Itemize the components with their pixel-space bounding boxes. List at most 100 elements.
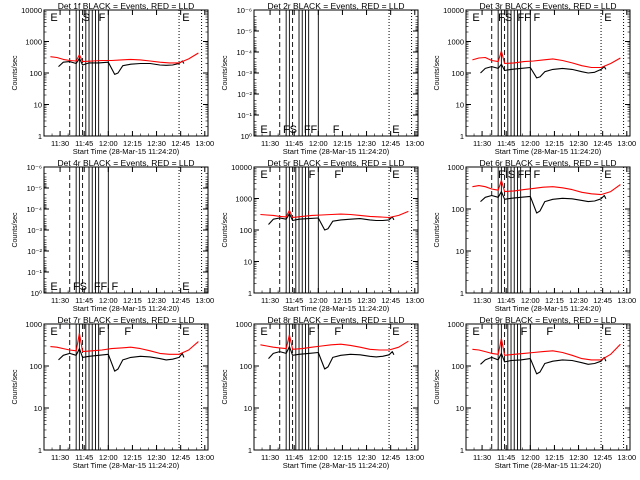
x-tick-label: 12:30 [147, 139, 166, 148]
x-tick-label: 12:00 [99, 296, 118, 305]
y-axis-label: Counts/sec [12, 369, 19, 405]
panel-title: Det 6r BLACK = Events, RED = LLD [479, 158, 616, 168]
x-tick-label: 12:15 [333, 453, 352, 462]
series-lld [50, 332, 199, 355]
event-marker: E [472, 326, 479, 338]
x-tick-label: 12:30 [569, 296, 588, 305]
panel-det-6: Det 6r BLACK = Events, RED = LLD 1 10 100 10… [434, 158, 636, 313]
panel-title: Det 8r BLACK = Events, RED = LLD [267, 315, 404, 325]
event-marker: F [309, 169, 316, 181]
y-axis-label: Counts/sec [222, 55, 229, 91]
x-tick-label: 13:00 [195, 296, 214, 305]
y-axis-label: Counts/sec [222, 212, 229, 248]
x-tick-label: 11:30 [51, 139, 69, 148]
y-tick-label: 10⁻¹ [27, 268, 42, 277]
x-tick-label: 12:30 [357, 139, 376, 148]
x-tick-label: 11:45 [285, 296, 303, 305]
x-tick-label: 13:00 [617, 453, 636, 462]
x-axis-label: Start Time (28-Mar-15 11:24:20) [495, 304, 602, 313]
y-axis-label: Counts/sec [12, 55, 19, 91]
panel-det-8: Det 8r BLACK = Events, RED = LLD 1 10 100 10… [222, 315, 424, 470]
x-tick-label: 11:30 [473, 453, 491, 462]
y-tick-label: 10⁻² [27, 247, 42, 256]
x-tick-label: 13:00 [405, 139, 424, 148]
x-axis-label: Start Time (28-Mar-15 11:24:20) [495, 461, 602, 470]
plot-frame [43, 166, 209, 294]
y-tick-label: 10⁻¹ [237, 111, 252, 120]
event-marker: E [182, 326, 189, 338]
panel-det-7: Det 7r BLACK = Events, RED = LLD 1 10 100 10… [12, 315, 214, 470]
event-marker: E [50, 12, 57, 24]
series-lld [260, 209, 409, 219]
series-lld [260, 334, 409, 351]
x-tick-label: 12:45 [593, 453, 612, 462]
y-tick-label: 10⁻³ [27, 226, 42, 235]
y-tick-label: 10⁰ [241, 132, 252, 141]
series-lld [50, 52, 199, 64]
x-tick-label: 11:45 [497, 139, 515, 148]
plot-frame [253, 323, 419, 451]
x-tick-label: 12:30 [147, 453, 166, 462]
panel-title: Det 5r BLACK = Events, RED = LLD [267, 158, 404, 168]
x-tick-label: 12:00 [309, 453, 328, 462]
y-tick-label: 10⁰ [31, 289, 42, 298]
x-tick-label: 11:45 [75, 296, 93, 305]
series-lld [472, 179, 621, 196]
y-tick-label: 10 [244, 404, 252, 413]
event-marker: F [534, 169, 541, 181]
event-marker: F [99, 12, 106, 24]
event-marker: FF [304, 124, 318, 136]
x-tick-label: 13:00 [617, 139, 636, 148]
x-tick-label: 12:15 [545, 453, 564, 462]
x-axis-label: Start Time (28-Mar-15 11:24:20) [73, 147, 180, 156]
y-tick-label: 100 [239, 362, 252, 371]
y-tick-label: 10⁻⁶ [237, 6, 252, 15]
y-tick-label: 10000 [21, 6, 42, 15]
y-tick-label: 100 [451, 205, 464, 214]
event-marker: E [392, 326, 399, 338]
event-marker: F [124, 326, 131, 338]
y-tick-label: 10⁻⁵ [237, 27, 252, 36]
x-tick-label: 12:45 [593, 139, 612, 148]
x-tick-label: 12:45 [171, 139, 190, 148]
y-axis-label: Counts/sec [434, 212, 441, 248]
plot-frame [465, 166, 631, 294]
y-tick-label: 10000 [443, 6, 464, 15]
event-marker: E [260, 169, 267, 181]
x-tick-label: 13:00 [405, 453, 424, 462]
series-events [268, 213, 395, 231]
event-marker: E [260, 124, 267, 136]
x-tick-label: 11:30 [261, 296, 279, 305]
x-tick-label: 12:00 [309, 139, 328, 148]
x-axis-label: Start Time (28-Mar-15 11:24:20) [283, 461, 390, 470]
x-tick-label: 12:45 [593, 296, 612, 305]
x-tick-label: 12:45 [381, 296, 400, 305]
event-marker: FS [73, 281, 87, 293]
x-tick-label: 13:00 [617, 296, 636, 305]
panel-det-4: Det 4r BLACK = Events, RED = LLD 10⁰ 10⁻¹ 1… [12, 158, 214, 313]
x-tick-label: 12:00 [521, 139, 540, 148]
x-tick-label: 11:30 [473, 296, 491, 305]
y-tick-label: 1000 [25, 320, 42, 329]
event-marker: E [604, 326, 611, 338]
plot-frame [253, 166, 419, 294]
event-marker: S [83, 12, 90, 24]
event-marker: F [99, 326, 106, 338]
y-tick-label: 1000 [447, 38, 464, 47]
panel-title: Det 9r BLACK = Events, RED = LLD [479, 315, 616, 325]
event-marker: FF [94, 281, 108, 293]
panel-det-9: Det 9r BLACK = Events, RED = LLD 1 10 100 10… [434, 315, 636, 470]
event-marker: E [392, 124, 399, 136]
x-axis-label: Start Time (28-Mar-15 11:24:20) [73, 461, 180, 470]
x-tick-label: 12:15 [123, 453, 142, 462]
event-marker: FS [498, 12, 512, 24]
panel-det-2: Det 2r BLACK = Events, RED = LLD 10⁰ 10⁻¹ 1… [222, 1, 424, 156]
plot-frame [43, 323, 209, 451]
y-axis-label: Counts/sec [434, 369, 441, 405]
event-marker: F [334, 169, 341, 181]
x-tick-label: 12:30 [357, 296, 376, 305]
plot-frame [465, 323, 631, 451]
series-events [480, 352, 607, 375]
y-tick-label: 1 [38, 446, 42, 455]
